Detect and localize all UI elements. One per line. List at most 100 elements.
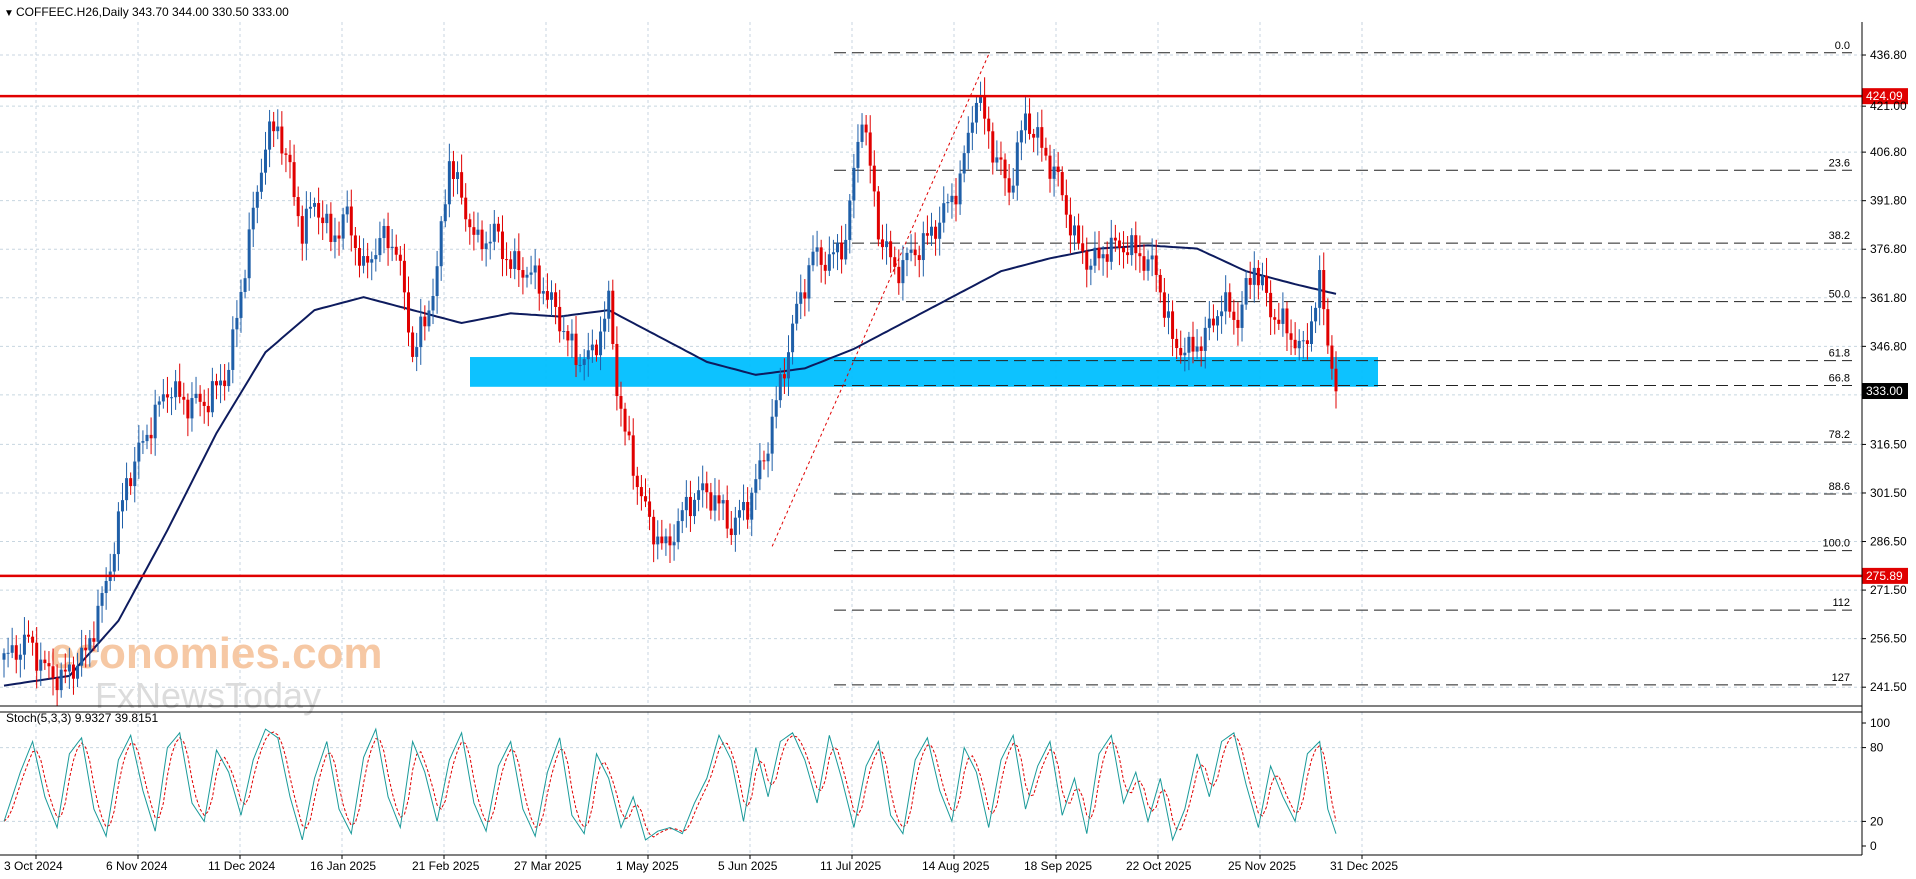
candle-body <box>366 256 370 263</box>
candle-body <box>742 501 746 511</box>
candle-body <box>1330 345 1334 369</box>
stoch-tick-label: 80 <box>1870 741 1884 755</box>
candle-body <box>423 316 427 327</box>
candle-body <box>280 126 284 154</box>
candle-body <box>55 677 59 691</box>
candle-body <box>1260 275 1264 286</box>
candle-body <box>717 495 721 504</box>
candle-body <box>627 431 631 436</box>
candle-body <box>1334 368 1338 392</box>
candle-body <box>456 172 460 179</box>
candle-body <box>1277 319 1281 324</box>
candle-body <box>925 233 929 236</box>
watermark-brand: economies.com <box>50 629 383 678</box>
candle-body <box>394 246 398 255</box>
candle-body <box>1309 321 1313 345</box>
candle-body <box>1060 172 1064 196</box>
candle-body <box>1007 178 1011 193</box>
candle-body <box>43 659 47 664</box>
candle-body <box>521 270 525 278</box>
resistance-lines[interactable]: 424.09 275.89 <box>0 88 1908 584</box>
candle-body <box>525 274 529 278</box>
candle-body <box>562 331 566 333</box>
stoch-tick-label: 20 <box>1870 814 1884 828</box>
candle-body <box>705 483 709 493</box>
candle-body <box>880 239 884 248</box>
candle-body <box>500 231 504 260</box>
candle-body <box>554 292 558 307</box>
candle-body <box>701 483 705 491</box>
current-price-label: 333.00 <box>1866 384 1903 398</box>
candle-body <box>259 172 263 192</box>
candle-body <box>1048 155 1052 179</box>
candle-body <box>729 528 733 536</box>
candle-body <box>357 248 361 266</box>
candle-body <box>243 278 247 292</box>
candle-body <box>725 500 729 529</box>
fib-label: 66.8 <box>1829 373 1850 385</box>
fib-label: 0.0 <box>1835 40 1850 52</box>
candle-body <box>96 605 100 642</box>
candle-body <box>950 195 954 203</box>
candle-body <box>1146 259 1150 271</box>
candle-body <box>970 122 974 133</box>
candle-body <box>513 251 517 269</box>
candle-body <box>1252 267 1256 285</box>
fib-label: 38.2 <box>1829 230 1850 242</box>
price-tick-label: 286.50 <box>1870 535 1907 549</box>
candle-body <box>917 255 921 261</box>
candle-body <box>558 306 562 332</box>
candle-body <box>574 333 578 366</box>
candle-body <box>1297 340 1301 349</box>
candle-body <box>570 333 574 341</box>
candle-body <box>1077 225 1081 244</box>
candle-body <box>668 536 672 546</box>
candle-body <box>1109 237 1113 262</box>
stoch-tick-label: 100 <box>1870 716 1890 730</box>
candle-body <box>1064 195 1068 215</box>
candle-body <box>905 252 909 261</box>
candles[interactable] <box>2 77 1338 706</box>
candle-body <box>1113 237 1117 241</box>
candle-body <box>321 217 325 224</box>
date-axis: 3 Oct 2024 6 Nov 2024 11 Dec 2024 16 Jan 20… <box>4 855 1398 873</box>
candle-body <box>1179 348 1183 356</box>
candle-body <box>946 202 950 204</box>
candle-body <box>586 350 590 360</box>
candle-body <box>652 516 656 545</box>
date-tick-label: 3 Oct 2024 <box>4 859 63 873</box>
candle-body <box>116 511 120 555</box>
candle-body <box>1171 311 1175 339</box>
candle-body <box>447 161 451 205</box>
moving-average <box>3 244 1337 687</box>
date-tick-label: 11 Jul 2025 <box>820 859 881 873</box>
candle-body <box>1322 270 1326 310</box>
candle-body <box>10 645 14 653</box>
price-grid <box>0 22 1862 705</box>
candle-body <box>533 265 537 273</box>
candle-body <box>737 510 741 518</box>
triangle-down-icon[interactable]: ▼ <box>4 8 14 19</box>
candle-body <box>161 394 165 402</box>
candle-body <box>840 242 844 260</box>
candle-body <box>693 499 697 517</box>
candle-body <box>868 132 872 166</box>
stoch-tick-label: 0 <box>1870 839 1877 853</box>
price-axis[interactable]: 436.80 421.00 406.80 391.80 376.80 361.80 346.… <box>1862 48 1908 694</box>
date-tick-label: 11 Dec 2024 <box>208 859 275 873</box>
candle-body <box>648 501 652 517</box>
candle-body <box>464 197 468 220</box>
date-tick-label: 5 Jun 2025 <box>718 859 778 873</box>
candle-body <box>619 396 623 409</box>
candle-body <box>607 290 611 319</box>
candle-body <box>1015 142 1019 186</box>
candle-body <box>210 381 214 413</box>
candle-body <box>353 235 357 249</box>
candle-body <box>190 398 194 419</box>
candle-body <box>194 393 198 399</box>
candle-body <box>766 453 770 462</box>
candle-body <box>84 647 88 651</box>
candle-body <box>913 249 917 256</box>
candle-body <box>643 496 647 502</box>
stoch-info: Stoch(5,3,3) 9.9327 39.8151 <box>6 711 158 725</box>
